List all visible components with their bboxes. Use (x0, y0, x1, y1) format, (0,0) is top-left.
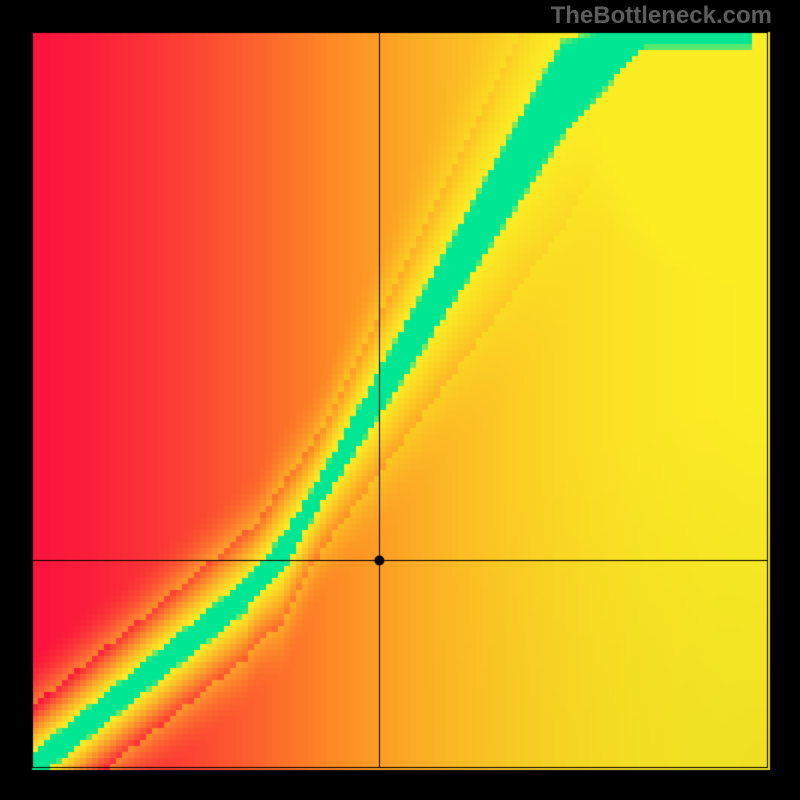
heatmap-canvas (0, 0, 800, 800)
chart-container: { "canvas": { "width": 800, "height": 80… (0, 0, 800, 800)
watermark-text: TheBottleneck.com (551, 2, 772, 30)
